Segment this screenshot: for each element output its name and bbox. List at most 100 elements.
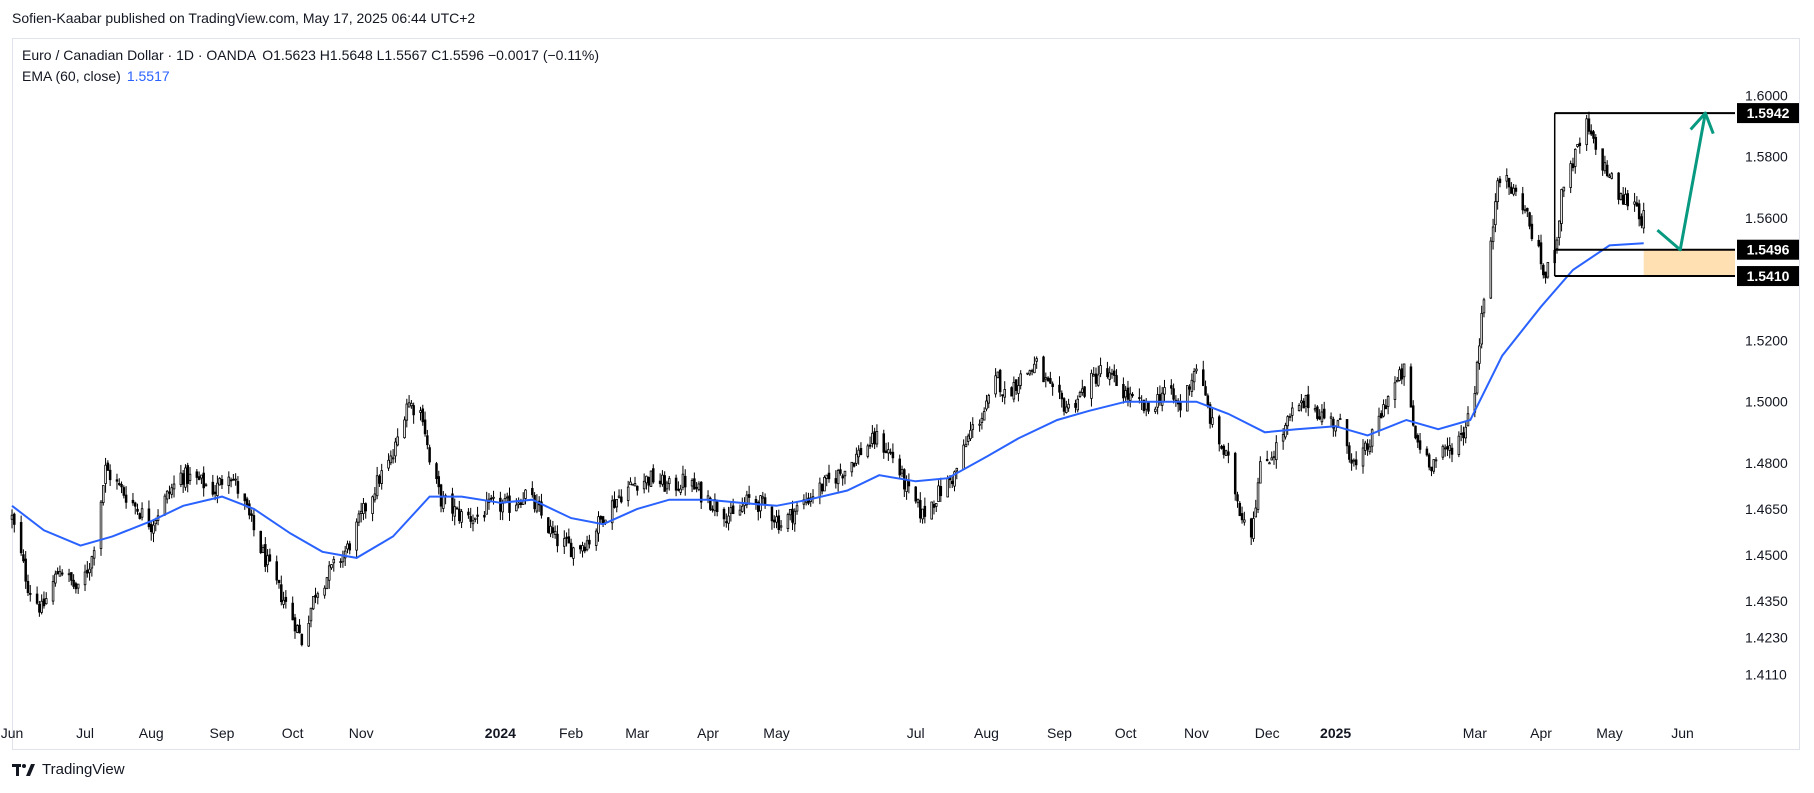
candle-body: [779, 525, 783, 528]
candle-body: [327, 565, 331, 581]
candle-body: [266, 555, 269, 566]
candle-body: [1019, 373, 1022, 386]
candle-body: [745, 494, 749, 506]
candle-body: [202, 472, 205, 489]
x-axis-tick-label: Nov: [1184, 725, 1209, 741]
candle-body: [681, 473, 685, 488]
candle-body: [898, 458, 902, 476]
candle-body: [1491, 226, 1495, 243]
candle-body: [937, 485, 940, 503]
candle-body: [168, 491, 171, 494]
candle-body: [756, 501, 760, 512]
candle-body: [843, 470, 847, 477]
candle-body: [695, 486, 698, 489]
symbol-title: Euro / Canadian Dollar · 1D · OANDA: [22, 47, 257, 63]
candle-body: [683, 475, 687, 488]
candle-body: [661, 474, 664, 485]
candle-body: [1268, 462, 1271, 465]
candle-body: [332, 558, 336, 564]
ema-legend-row[interactable]: EMA (60, close) 1.5517: [22, 66, 599, 87]
candle-body: [1425, 448, 1429, 456]
candle-body: [1078, 391, 1082, 397]
candle-body: [323, 587, 326, 596]
candle-body: [1603, 162, 1607, 172]
candle-body: [232, 478, 235, 481]
candle-body: [786, 514, 790, 530]
candle-body: [1462, 432, 1465, 439]
candle-body: [674, 477, 678, 491]
candle-body: [311, 596, 315, 610]
candle-body: [1601, 148, 1604, 171]
candle-body: [284, 596, 288, 602]
candle-body: [220, 479, 224, 485]
candle-body: [346, 543, 349, 550]
x-axis-tick-label: Sep: [209, 725, 234, 741]
candle-body: [243, 493, 247, 502]
candle-body: [1092, 374, 1095, 377]
candle-body: [195, 471, 199, 478]
candle-body: [882, 433, 886, 453]
candle-body: [1459, 433, 1463, 435]
candle-body: [1594, 137, 1598, 150]
candle-body: [1558, 220, 1561, 239]
candle-body: [343, 550, 347, 559]
candle-body: [1380, 413, 1383, 419]
candle-body: [1227, 451, 1230, 456]
candle-body: [90, 556, 94, 569]
candle-body: [236, 481, 240, 494]
x-axis-tick-label: Nov: [349, 725, 374, 741]
candle-body: [900, 468, 904, 474]
candle-body: [1074, 403, 1077, 408]
symbol-legend-row[interactable]: Euro / Canadian Dollar · 1D · OANDA O1.5…: [22, 45, 599, 66]
y-axis-tick-label: 1.4230: [1745, 630, 1788, 646]
candle-body: [435, 463, 438, 480]
tradingview-brand[interactable]: TradingView: [12, 761, 125, 778]
candle-body: [277, 579, 281, 583]
candle-body: [1441, 445, 1445, 458]
candle-body: [1621, 194, 1625, 205]
candle-body: [1001, 394, 1004, 397]
candle-body: [56, 571, 59, 575]
candle-body: [1224, 450, 1228, 456]
candle-body: [264, 544, 267, 567]
x-axis-tick-label: Jul: [907, 725, 925, 741]
candle-body: [652, 468, 655, 483]
candle-body: [72, 579, 75, 587]
candle-body: [474, 517, 477, 520]
candle-body: [1138, 397, 1141, 399]
candle-body: [291, 602, 294, 621]
candle-body: [921, 508, 924, 520]
candle-body: [1160, 392, 1164, 406]
candle-body: [122, 487, 126, 496]
candle-body: [26, 580, 30, 594]
candle-body: [58, 571, 62, 577]
candle-body: [715, 501, 719, 513]
candle-body: [795, 505, 799, 512]
candle-body: [359, 510, 363, 514]
candle-body: [405, 403, 409, 421]
candle-body: [298, 624, 301, 634]
candle-body: [40, 600, 43, 613]
candle-body: [531, 487, 534, 496]
candle-body: [391, 457, 395, 460]
candle-body: [1131, 393, 1134, 397]
candle-body: [154, 520, 158, 525]
candle-body: [599, 515, 603, 520]
candle-body: [1633, 201, 1636, 205]
candle-body: [777, 515, 781, 531]
candle-body: [850, 461, 854, 473]
candle-body: [421, 408, 425, 423]
candle-body: [588, 539, 591, 545]
candle-body: [1635, 202, 1639, 207]
candle-body: [1364, 442, 1367, 451]
candle-body: [1352, 459, 1356, 462]
candle-body: [1496, 180, 1499, 203]
candle-body: [1322, 408, 1326, 419]
candle-body: [1067, 403, 1070, 409]
candle-body: [1297, 405, 1301, 411]
candle-body: [556, 533, 559, 547]
candle-body: [186, 465, 189, 484]
candle-body: [1537, 239, 1540, 247]
candle-body: [60, 572, 64, 575]
